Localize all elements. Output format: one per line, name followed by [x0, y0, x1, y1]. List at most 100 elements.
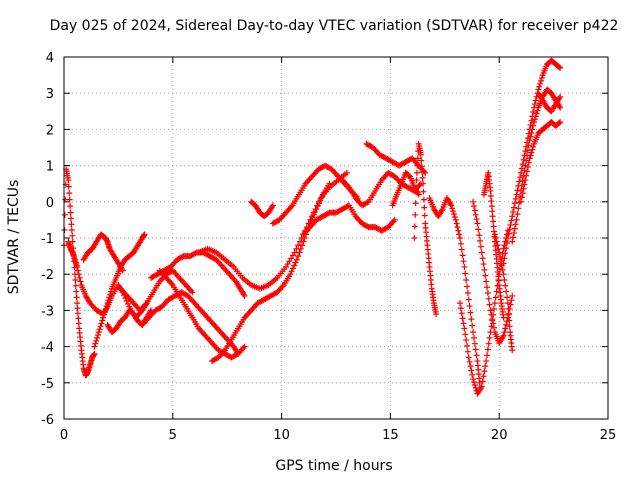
data-point	[488, 311, 495, 318]
data-point	[502, 250, 509, 257]
y-tick-label: 2	[46, 123, 54, 138]
data-point	[297, 245, 304, 252]
data-point	[504, 300, 511, 307]
series-arc-11	[208, 180, 333, 365]
data-point	[326, 180, 333, 187]
data-point	[495, 245, 502, 252]
data-point	[466, 303, 473, 310]
series-arc-08	[139, 289, 242, 357]
data-point	[529, 146, 536, 153]
data-point	[509, 292, 516, 299]
data-point	[512, 195, 519, 202]
data-point	[450, 211, 457, 218]
data-point	[508, 297, 515, 304]
data-point	[65, 183, 72, 190]
data-point	[519, 190, 526, 197]
data-point	[74, 263, 81, 270]
data-point	[269, 202, 276, 209]
data-point	[514, 187, 521, 194]
data-point	[521, 167, 528, 174]
data-point	[456, 231, 463, 238]
y-tick-label: -1	[41, 232, 54, 247]
data-point	[517, 198, 524, 205]
data-point	[477, 243, 484, 250]
data-point	[499, 250, 506, 257]
data-point	[467, 363, 474, 370]
data-point	[508, 217, 515, 224]
y-tick-label: 4	[46, 51, 54, 66]
data-point	[503, 288, 510, 295]
data-point	[483, 278, 490, 285]
data-point	[530, 109, 537, 116]
data-point	[497, 253, 504, 260]
data-point	[94, 332, 101, 339]
data-point	[470, 376, 477, 383]
data-point	[468, 367, 475, 374]
data-point	[470, 329, 477, 336]
series-arc-24	[500, 57, 564, 267]
data-point	[470, 203, 477, 210]
data-point	[557, 104, 564, 111]
data-point	[295, 253, 302, 260]
data-point	[522, 177, 529, 184]
data-point	[460, 258, 467, 265]
data-point	[448, 202, 455, 209]
data-point	[484, 346, 491, 353]
data-point	[474, 220, 481, 227]
data-point	[557, 119, 564, 126]
data-point	[525, 159, 532, 166]
data-point	[510, 229, 517, 236]
data-point	[414, 155, 421, 162]
data-point	[485, 295, 492, 302]
data-point	[461, 325, 468, 332]
data-point	[420, 180, 427, 187]
data-point	[513, 191, 520, 198]
data-point	[451, 214, 458, 221]
data-point	[538, 74, 545, 81]
data-point	[421, 204, 428, 211]
data-point	[534, 107, 541, 114]
data-point	[487, 307, 494, 314]
data-point	[316, 200, 323, 207]
data-point	[461, 263, 468, 270]
data-point	[412, 211, 419, 218]
y-tick-label: 0	[46, 196, 54, 211]
data-point	[500, 314, 507, 321]
data-point	[463, 276, 470, 283]
x-tick-label: 10	[273, 428, 290, 443]
data-point	[168, 268, 175, 275]
data-point	[292, 259, 299, 266]
data-point	[475, 226, 482, 233]
data-point	[65, 177, 72, 184]
data-point	[459, 252, 466, 259]
series-arc-26	[517, 119, 564, 205]
data-point	[325, 210, 332, 217]
data-point	[479, 378, 486, 385]
data-point	[457, 305, 464, 312]
data-point	[519, 177, 526, 184]
data-point	[509, 347, 516, 354]
data-point	[417, 151, 424, 158]
data-point	[502, 282, 509, 289]
data-point	[68, 227, 75, 234]
data-point	[470, 379, 477, 386]
y-tick-label: -4	[41, 341, 54, 356]
data-point	[482, 272, 489, 279]
tick-labels: 0 5 10 15 20 25 -6 -5 -4 -3 -2 -1 0 1 2 3 4	[41, 51, 616, 443]
data-point	[528, 130, 535, 137]
data-point	[529, 126, 536, 133]
data-point	[506, 317, 513, 324]
data-point	[314, 203, 321, 210]
data-point	[66, 196, 73, 203]
x-tick-label: 0	[60, 428, 68, 443]
data-point	[469, 322, 476, 329]
data-point	[313, 206, 320, 213]
data-point	[291, 262, 298, 269]
data-point	[296, 249, 303, 256]
data-point	[488, 198, 495, 205]
data-point	[73, 288, 80, 295]
chart-title: Day 025 of 2024, Sidereal Day-to-day VTE…	[50, 18, 619, 34]
data-point	[450, 208, 457, 215]
series-arc-19	[426, 195, 483, 386]
data-point	[68, 221, 75, 228]
